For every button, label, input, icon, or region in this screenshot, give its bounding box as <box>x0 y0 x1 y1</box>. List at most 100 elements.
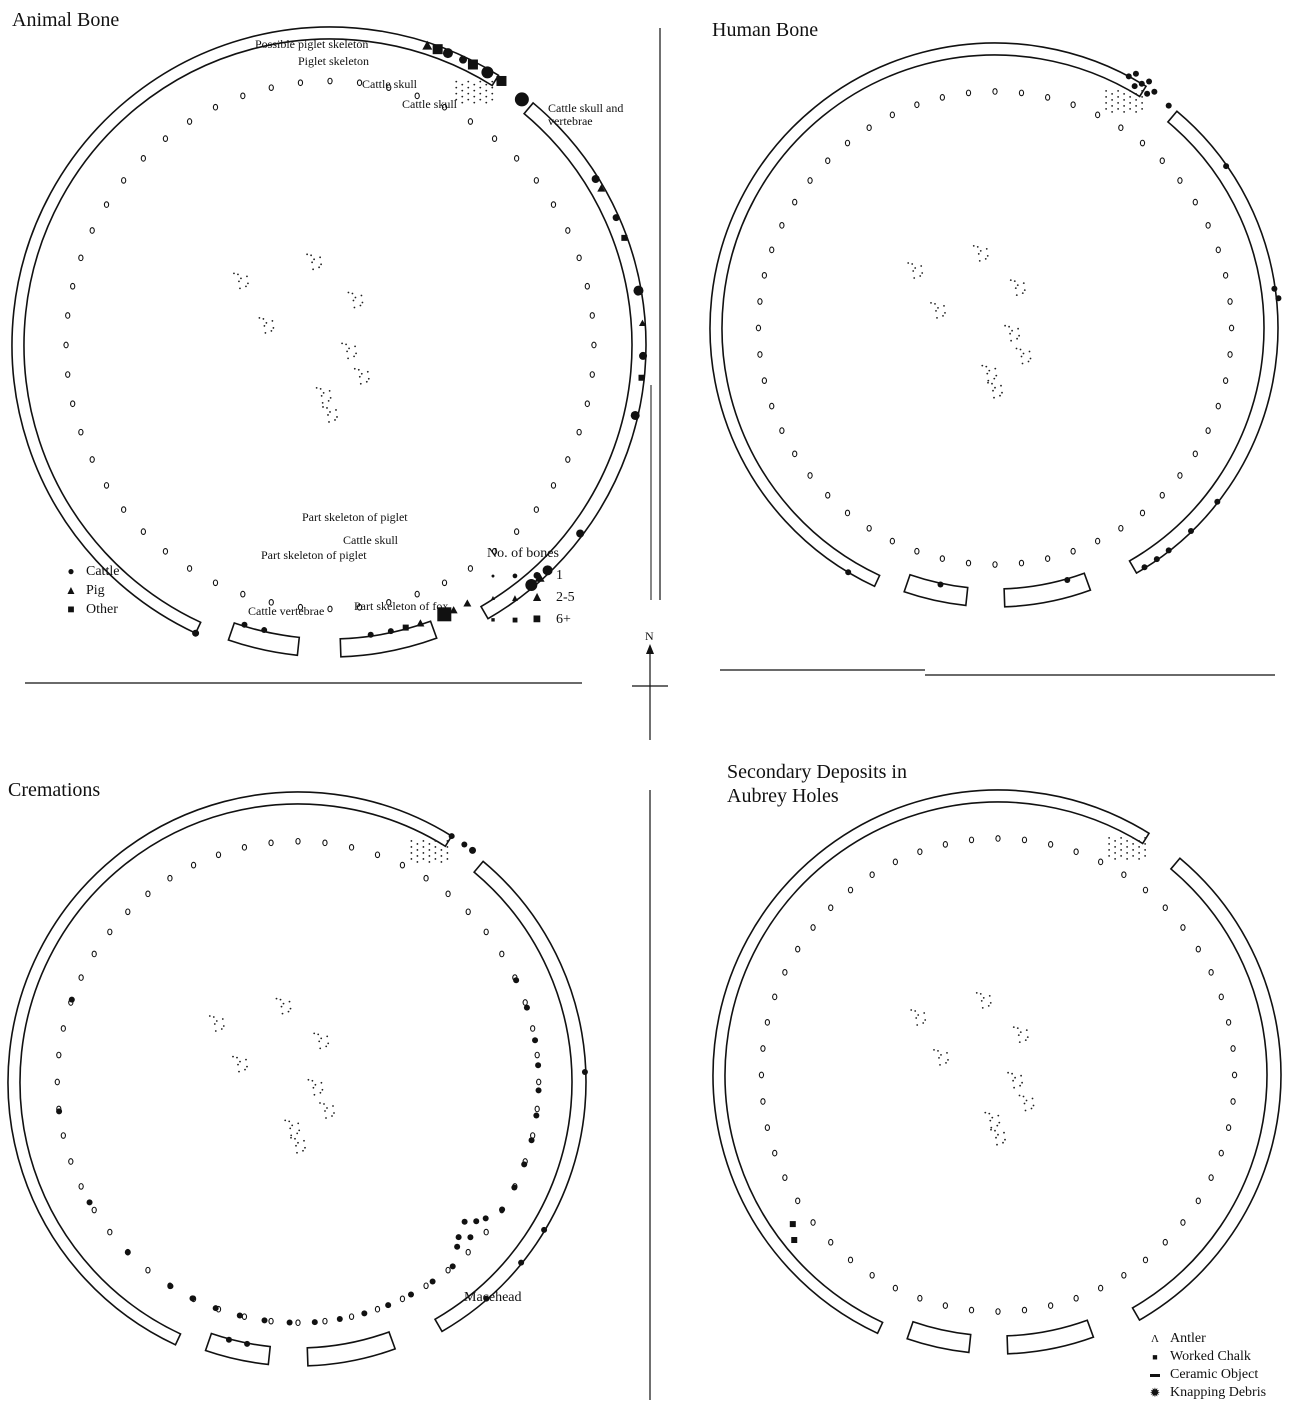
aubrey-hole <box>356 79 363 87</box>
stone-hole <box>994 1129 996 1132</box>
aubrey-hole <box>1097 858 1104 866</box>
aubrey-hole <box>1218 1149 1224 1157</box>
entrance-posthole <box>1135 105 1137 107</box>
other-bone-marker <box>789 1221 796 1228</box>
deposit-marker <box>1165 547 1172 554</box>
entrance-posthole <box>1114 840 1116 842</box>
stone-hole <box>943 305 945 307</box>
aubrey-hole <box>772 1149 778 1157</box>
stone-hole <box>978 260 981 262</box>
aubrey-hole <box>536 1078 542 1086</box>
deposit-marker <box>454 1243 461 1250</box>
stone-hole <box>361 301 364 304</box>
stone-hole <box>215 1020 218 1022</box>
aubrey-hole <box>103 482 110 489</box>
aubrey-hole <box>534 1105 540 1113</box>
aubrey-hole <box>120 177 127 184</box>
aubrey-hole <box>764 1019 771 1026</box>
entrance-posthole <box>416 861 419 863</box>
stone-hole <box>238 1070 240 1073</box>
pig-bone-marker <box>422 40 433 50</box>
entrance-posthole <box>410 846 413 848</box>
entrance-posthole <box>1138 852 1140 854</box>
stone-hole <box>919 275 922 277</box>
entrance-posthole <box>455 80 458 83</box>
aubrey-hole <box>589 371 595 378</box>
stone-hole <box>313 258 315 261</box>
stone-hole <box>354 345 356 348</box>
aubrey-hole <box>68 1158 74 1165</box>
aubrey-hole <box>1230 1045 1236 1052</box>
stone-hole <box>304 1146 306 1149</box>
entrance-posthole <box>455 86 458 89</box>
panel-title-secondary-deposits-1: Secondary Deposits in <box>727 761 907 783</box>
aubrey-hole <box>533 506 540 513</box>
entrance-posthole <box>422 846 425 848</box>
plan-secondary-deposits <box>712 789 1282 1355</box>
stone-hole <box>221 1018 224 1020</box>
stone-hole <box>262 318 265 320</box>
aubrey-hole <box>91 1206 97 1214</box>
entrance-posthole <box>485 101 488 104</box>
stone-hole <box>942 315 944 317</box>
aubrey-hole <box>1227 298 1233 305</box>
stone-hole <box>336 416 338 418</box>
stone-hole <box>982 997 985 999</box>
deposit-marker <box>639 351 648 360</box>
aubrey-hole <box>889 537 896 545</box>
knapping-debris-icon: ✹ <box>1149 1385 1161 1400</box>
aubrey-hole <box>968 1306 975 1314</box>
entrance-posthole <box>1108 855 1110 857</box>
north-arrow-icon <box>632 644 668 740</box>
aubrey-hole <box>386 598 392 606</box>
stone-hole <box>1025 1099 1028 1102</box>
aubrey-hole <box>914 547 920 555</box>
stone-hole <box>914 267 917 269</box>
stone-hole <box>910 1009 913 1011</box>
entrance-posthole <box>440 849 443 851</box>
deposit-marker <box>86 1199 93 1206</box>
aubrey-hole <box>550 201 557 208</box>
other-bone-marker <box>496 75 507 86</box>
aubrey-hole <box>268 1317 274 1325</box>
aubrey-hole <box>757 351 763 358</box>
stone-hole <box>354 296 357 299</box>
deposit-marker <box>533 1112 540 1119</box>
aubrey-hole <box>491 135 498 142</box>
circle-icon: ● <box>532 567 542 584</box>
aubrey-hole <box>60 1025 66 1032</box>
north-label: N <box>645 629 654 643</box>
stone-hole <box>1026 1036 1029 1038</box>
legend-bones-row-3: ■ ■ ■ 6+ <box>482 609 575 631</box>
stone-hole <box>320 263 322 266</box>
stone-hole <box>208 1015 211 1017</box>
stone-hole <box>922 1022 925 1024</box>
aubrey-hole <box>1225 1124 1232 1131</box>
entrance-posthole <box>434 846 437 848</box>
square-icon: ■ <box>67 602 75 616</box>
stone-hole <box>1002 1141 1004 1144</box>
triangle-icon: ▲ <box>489 594 497 602</box>
aubrey-hole <box>107 1228 113 1236</box>
aubrey-hole <box>445 1266 451 1274</box>
aubrey-hole <box>1070 547 1076 555</box>
aubrey-hole <box>917 848 923 856</box>
annotation-possible-piglet-skeleton: Possible piglet skeleton <box>255 37 369 51</box>
stone-hole <box>310 254 312 257</box>
aubrey-hole <box>769 246 775 254</box>
annotation-cattle-skull-and-vertebrae: Cattle skull and vertebrae <box>548 101 624 128</box>
deposit-marker <box>461 841 468 848</box>
aubrey-hole <box>758 1071 765 1079</box>
stone-hole <box>332 1105 334 1107</box>
entrance-posthole <box>473 101 476 104</box>
stone-hole <box>323 1103 325 1105</box>
stone-hole <box>246 1065 248 1068</box>
square-icon: ■ <box>511 614 519 626</box>
aubrey-hole <box>828 904 834 912</box>
stone-hole <box>1007 1071 1009 1074</box>
stone-hole <box>915 1017 918 1019</box>
stone-hole <box>946 1052 948 1054</box>
stone-hole <box>945 1062 947 1064</box>
stone-hole <box>988 369 991 372</box>
deposit-marker <box>1131 83 1138 90</box>
